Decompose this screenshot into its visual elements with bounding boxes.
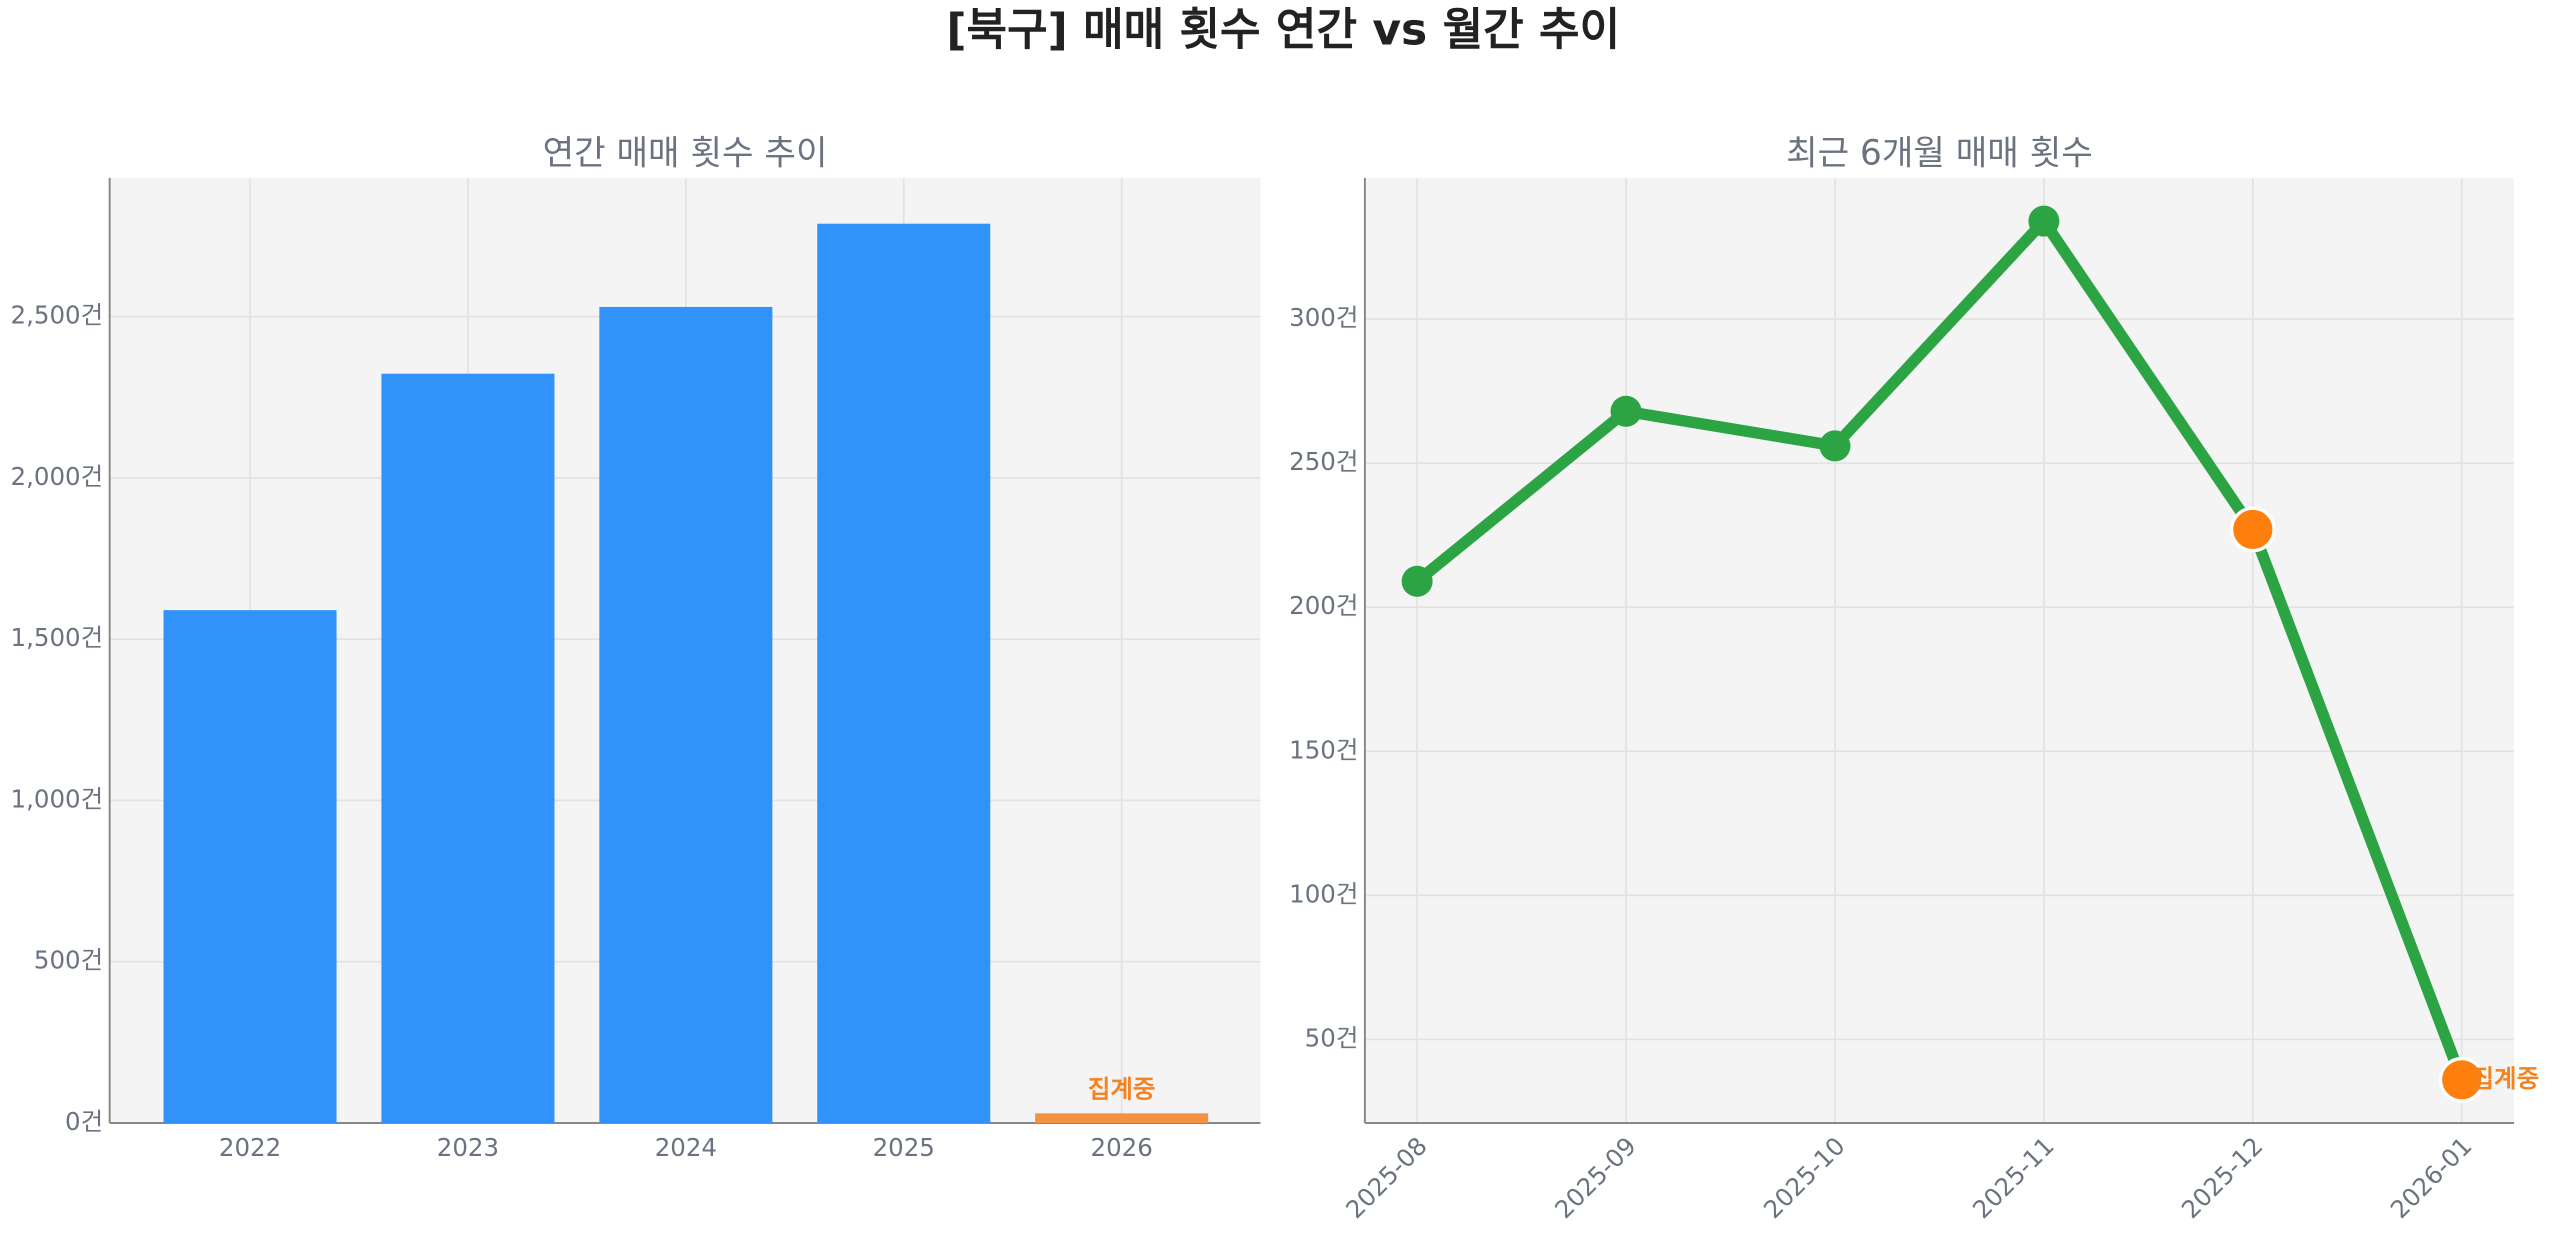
point xyxy=(2438,1056,2485,1103)
x-tick-label: 2025 xyxy=(873,1133,935,1162)
x-tick-label: 2022 xyxy=(219,1133,281,1162)
bar xyxy=(817,223,991,1124)
point xyxy=(1610,395,1642,427)
chart-title: 최근 6개월 매매 횟수 xyxy=(1786,134,2093,174)
bar xyxy=(163,610,337,1124)
annotation: 집계중 xyxy=(1088,1074,1156,1103)
bar xyxy=(381,373,555,1124)
bar xyxy=(1035,1113,1209,1124)
y-tick-label: 50건 xyxy=(1305,1023,1359,1052)
line xyxy=(1413,215,2468,1082)
x-tick-label: 2023 xyxy=(437,1133,499,1162)
y-tick-label: 300건 xyxy=(1289,303,1358,332)
page-title: [북구] 매매 횟수 연간 vs 월간 추이 xyxy=(946,5,1620,56)
y-tick-label: 2,000건 xyxy=(11,462,104,491)
annotation: 집계중 xyxy=(2472,1064,2540,1093)
point xyxy=(2028,205,2060,237)
y-tick-label: 1,500건 xyxy=(11,623,104,652)
y-tick-label: 2,500건 xyxy=(11,301,104,330)
y-tick-label: 100건 xyxy=(1289,879,1358,908)
x-tick-label: 2026 xyxy=(1091,1133,1153,1162)
y-tick-label: 500건 xyxy=(34,946,103,975)
bar xyxy=(599,306,773,1124)
point xyxy=(1819,430,1851,462)
point xyxy=(2229,506,2276,553)
y-tick-label: 250건 xyxy=(1289,447,1358,476)
point xyxy=(1401,565,1433,597)
y-tick-label: 200건 xyxy=(1289,591,1358,620)
y-tick-label: 150건 xyxy=(1289,735,1358,764)
x-tick-label: 2024 xyxy=(655,1133,717,1162)
chart-title: 연간 매매 횟수 추이 xyxy=(543,134,828,174)
y-tick-label: 0건 xyxy=(65,1107,103,1136)
y-tick-label: 1,000건 xyxy=(11,784,104,813)
